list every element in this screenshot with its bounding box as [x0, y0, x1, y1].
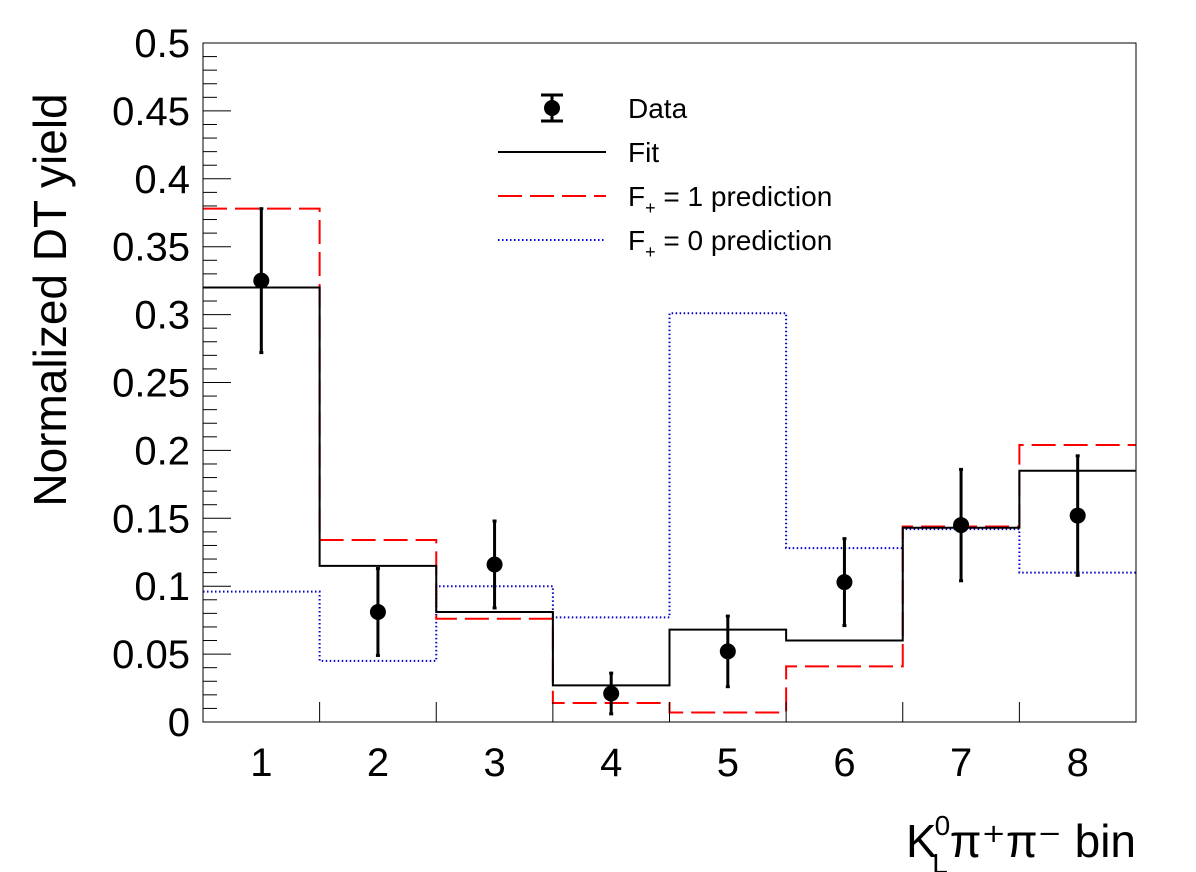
data-point	[719, 643, 736, 660]
axes: 0 0.05 0.1 0.15 0.2 0.25 0.3 0.35 0.4 0.45 0.5 1 2 3 4…	[112, 22, 1137, 785]
legend-label: F+ = 0 prediction	[628, 225, 832, 262]
legend-label-sub: +	[645, 242, 656, 262]
y-tick-label: 0.45	[112, 90, 190, 134]
legend-label: Data	[628, 93, 688, 124]
legend-data-marker	[544, 100, 560, 116]
x-tick-label: 8	[1067, 741, 1089, 785]
data-point	[953, 517, 970, 534]
x-tick-label: 2	[367, 741, 389, 785]
y-tick-label: 0.35	[112, 226, 190, 270]
y-tick-label: 0.5	[134, 22, 190, 66]
y-tick-label: 0.05	[112, 633, 190, 677]
y-axis-title: Normalized DT yield	[24, 93, 76, 506]
legend-label-rest: = 0 prediction	[656, 225, 833, 256]
data-point	[369, 604, 386, 621]
data-point	[603, 685, 620, 702]
x-tick-label: 5	[717, 741, 739, 785]
x-axis-title-sub: L	[932, 848, 948, 872]
legend-label-main: Data	[628, 93, 688, 124]
legend-label: F+ = 1 prediction	[628, 181, 832, 218]
x-tick-label: 1	[250, 741, 272, 785]
legend-label-main: F	[628, 181, 645, 212]
legend-label-rest: = 1 prediction	[656, 181, 833, 212]
legend-label-main: F	[628, 225, 645, 256]
plot-area	[203, 207, 1136, 716]
x-axis-title-sup: 0	[935, 810, 951, 841]
x-axis-title: K0 Lπ⁺π⁻ bin	[906, 810, 1136, 872]
x-tick-label: 6	[833, 741, 855, 785]
data-point	[486, 556, 503, 573]
legend-label-main: Fit	[628, 137, 659, 168]
y-tick-label: 0.2	[134, 429, 190, 473]
legend-label: Fit	[628, 137, 659, 168]
x-tick-label: 4	[600, 741, 622, 785]
x-axis-title-main: K	[906, 815, 937, 867]
y-tick-label: 0.3	[134, 294, 190, 338]
y-tick-label: 0.4	[134, 158, 190, 202]
series-f-plus-0-prediction-line	[203, 312, 1136, 662]
x-tick-label: 7	[950, 741, 972, 785]
x-tick-label: 3	[483, 741, 505, 785]
x-axis-title-rest: π⁺π⁻ bin	[950, 815, 1136, 867]
y-tick-label: 0.1	[134, 565, 190, 609]
y-tick-label: 0.25	[112, 362, 190, 406]
legend-label-sub: +	[645, 198, 656, 218]
data-point	[836, 574, 853, 591]
data-point	[253, 272, 270, 289]
data-point	[1069, 507, 1086, 524]
y-tick-label: 0	[168, 701, 190, 745]
y-tick-label: 0.15	[112, 497, 190, 541]
